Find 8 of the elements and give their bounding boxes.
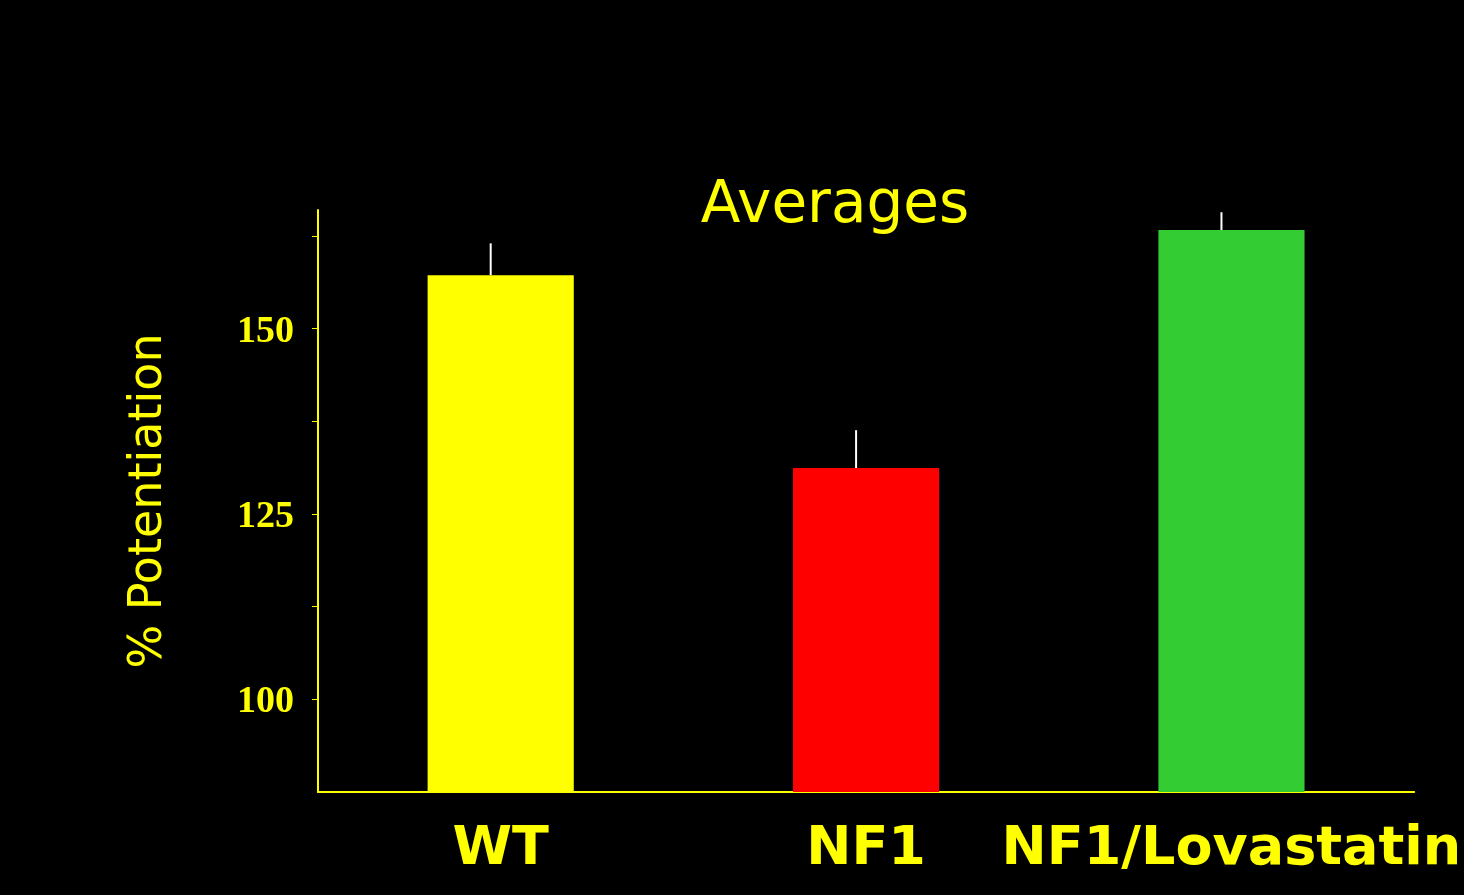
y-tick-label: 100 — [237, 678, 294, 721]
x-tick-label: NF1 — [806, 813, 926, 877]
y-tick-label: 125 — [237, 492, 294, 535]
x-tick-label: NF1/Lovastatin — [1001, 813, 1462, 877]
y-tick-label: 150 — [237, 307, 294, 350]
y-axis-title: % Potentiation — [118, 333, 172, 669]
x-tick-label: WT — [452, 813, 550, 877]
chart-title: Averages — [700, 168, 970, 236]
